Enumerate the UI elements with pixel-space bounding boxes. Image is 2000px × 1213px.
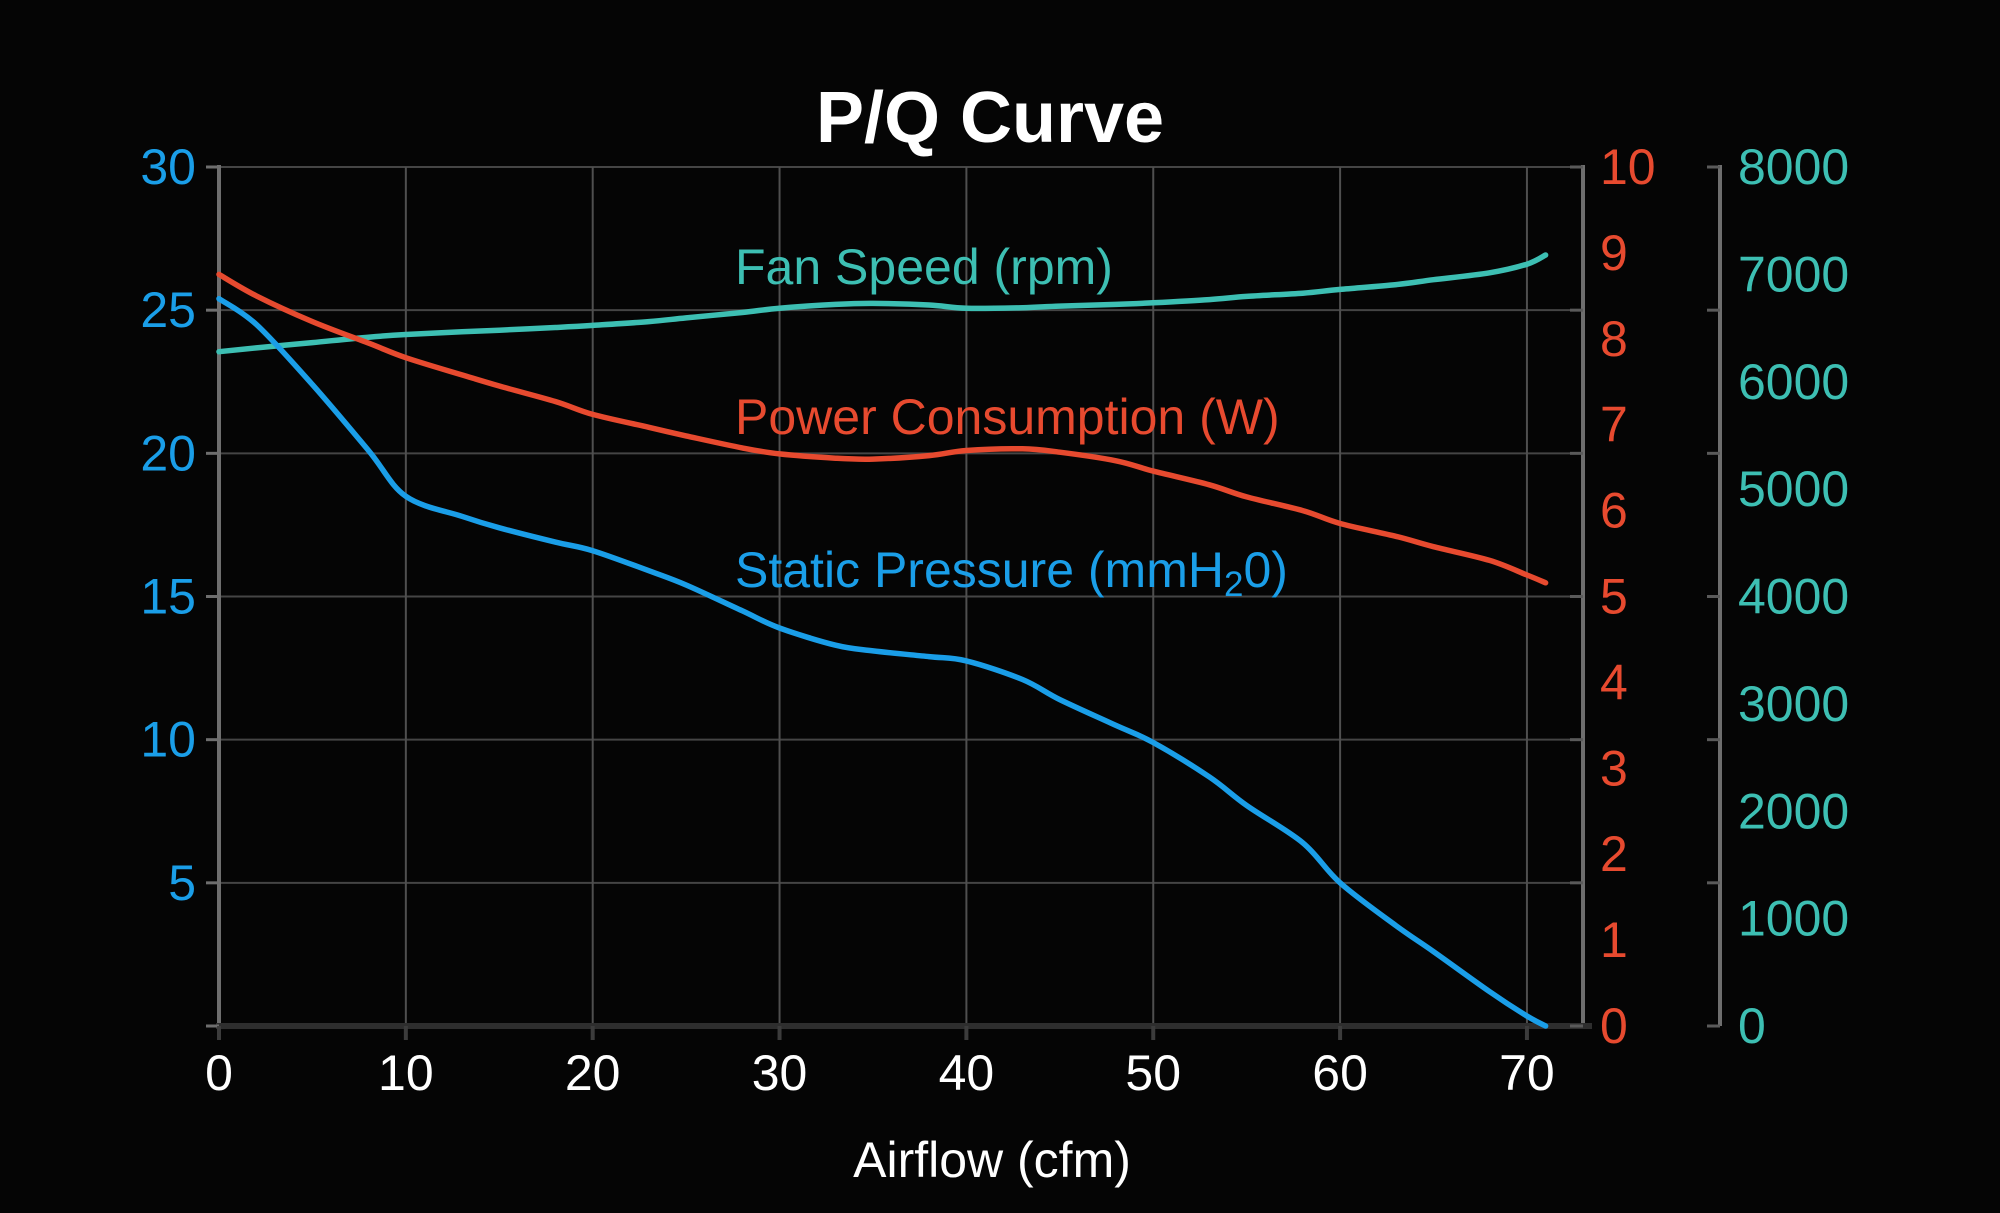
curve-label-power: Power Consumption (W) xyxy=(735,389,1280,445)
fan-speed-axis-tick-label: 3000 xyxy=(1738,676,1849,732)
x-axis-tick-label: 40 xyxy=(939,1045,995,1101)
curve-power xyxy=(216,271,1549,586)
x-axis-tick-label: 30 xyxy=(752,1045,808,1101)
power-axis-tick-label: 6 xyxy=(1600,483,1628,539)
left-axis-tick-label: 15 xyxy=(140,569,196,625)
fan-speed-axis-tick-label: 2000 xyxy=(1738,783,1849,839)
x-axis-tick-label: 70 xyxy=(1499,1045,1555,1101)
axis-tick-labels: 5 10 15 20 25 30 0 1 2 3 4 5 6 7 8 9 10 0 1000 2000 3000 4000… xyxy=(140,139,1849,1101)
chart-title: P/Q Curve xyxy=(816,78,1164,158)
power-axis-tick-label: 1 xyxy=(1600,912,1628,968)
axis-tick-marks xyxy=(206,165,1720,1040)
x-axis-tick-label: 60 xyxy=(1312,1045,1368,1101)
curve-labels: Fan Speed (rpm) Power Consumption (W) Stat… xyxy=(735,239,1288,604)
left-axis-tick-label: 10 xyxy=(140,712,196,768)
left-axis-tick-label: 30 xyxy=(140,139,196,195)
power-axis-tick-label: 9 xyxy=(1600,225,1628,281)
x-axis-tick-label: 50 xyxy=(1125,1045,1181,1101)
power-axis-tick-label: 3 xyxy=(1600,740,1628,796)
fan-speed-axis-tick-label: 4000 xyxy=(1738,569,1849,625)
fan-speed-axis-tick-label: 7000 xyxy=(1738,246,1849,302)
fan-speed-axis-tick-label: 1000 xyxy=(1738,891,1849,947)
left-axis-tick-label: 25 xyxy=(140,282,196,338)
fan-speed-axis-tick-label: 6000 xyxy=(1738,354,1849,410)
curve-label-static_pressure: Static Pressure (mmH20) xyxy=(735,542,1288,604)
curve-fan_speed xyxy=(216,252,1549,355)
power-axis-tick-label: 5 xyxy=(1600,569,1628,625)
curve-label-fan_speed: Fan Speed (rpm) xyxy=(735,239,1113,295)
fan-speed-axis-tick-label: 5000 xyxy=(1738,461,1849,517)
fan-speed-axis-tick-label: 0 xyxy=(1738,998,1766,1054)
data-curves xyxy=(216,252,1549,1029)
power-axis-tick-label: 8 xyxy=(1600,311,1628,367)
power-axis-tick-label: 0 xyxy=(1600,998,1628,1054)
left-axis-tick-label: 5 xyxy=(168,855,196,911)
x-axis-title: Airflow (cfm) xyxy=(853,1132,1131,1188)
x-axis-tick-label: 0 xyxy=(205,1045,233,1101)
power-axis-tick-label: 4 xyxy=(1600,654,1628,710)
power-axis-tick-label: 7 xyxy=(1600,397,1628,453)
curve-static_pressure xyxy=(216,295,1549,1029)
power-axis-tick-label: 10 xyxy=(1600,139,1656,195)
horizontal-gridlines xyxy=(219,166,1583,884)
x-axis-tick-label: 20 xyxy=(565,1045,621,1101)
fan-speed-axis-tick-label: 8000 xyxy=(1738,139,1849,195)
x-axis-tick-label: 10 xyxy=(378,1045,434,1101)
power-axis-tick-label: 2 xyxy=(1600,826,1628,882)
left-axis-tick-label: 20 xyxy=(140,425,196,481)
